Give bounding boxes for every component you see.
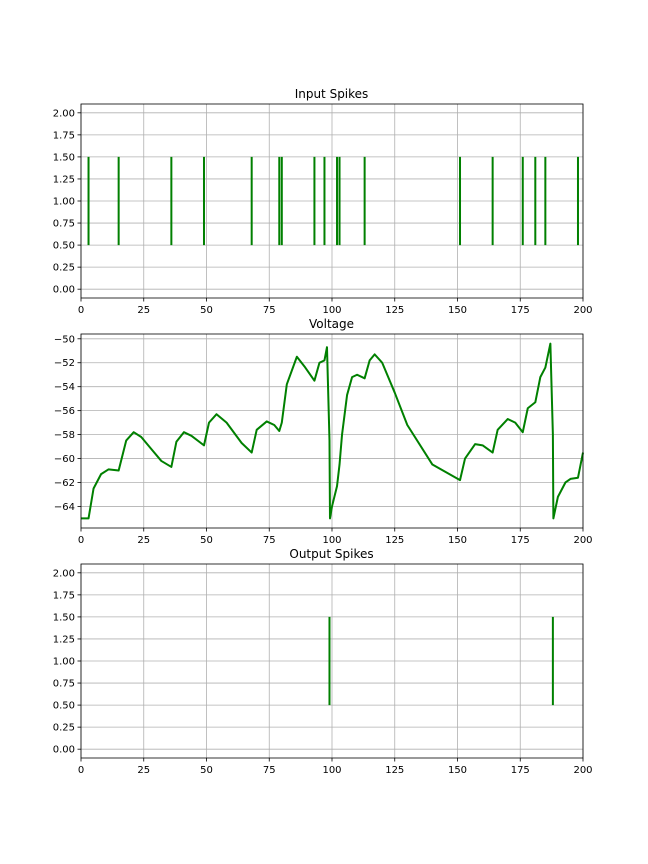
voltage-title: Voltage bbox=[309, 317, 354, 331]
input-spikes-x-tick-label: 100 bbox=[322, 305, 341, 316]
input-spikes-y-tick-label: 1.25 bbox=[53, 174, 75, 185]
voltage-x-tick-label: 0 bbox=[78, 535, 84, 546]
output-spikes-x-tick-label: 0 bbox=[78, 765, 84, 776]
voltage-x-tick-label: 25 bbox=[137, 535, 150, 546]
input-spikes-x-tick-label: 50 bbox=[200, 305, 213, 316]
voltage-y-tick-label: −62 bbox=[54, 478, 75, 489]
input-spikes-y-tick-label: 2.00 bbox=[53, 108, 75, 119]
input-spikes-x-tick-label: 25 bbox=[137, 305, 150, 316]
voltage-x-tick-label: 125 bbox=[385, 535, 404, 546]
voltage-y-tick-label: −54 bbox=[54, 382, 75, 393]
voltage-x-tick-label: 50 bbox=[200, 535, 213, 546]
voltage-y-tick-label: −52 bbox=[54, 358, 75, 369]
input-spikes-y-tick-label: 0.00 bbox=[53, 285, 75, 296]
output-spikes-y-tick-label: 0.00 bbox=[53, 745, 75, 756]
voltage-y-tick-label: −50 bbox=[54, 334, 75, 345]
input-spikes-y-tick-label: 0.25 bbox=[53, 263, 75, 274]
input-spikes-title: Input Spikes bbox=[295, 87, 369, 101]
voltage-x-tick-label: 175 bbox=[511, 535, 530, 546]
input-spikes-x-tick-label: 150 bbox=[448, 305, 467, 316]
voltage-x-tick-label: 100 bbox=[322, 535, 341, 546]
voltage-panel: Voltage 0 25 50 75 100 125 150 175 200 −64 −62 −60 −… bbox=[54, 317, 593, 546]
voltage-y-tick-label: −58 bbox=[54, 430, 75, 441]
input-spikes-y-tick-label: 0.75 bbox=[53, 219, 75, 230]
voltage-x-tick-label: 75 bbox=[263, 535, 276, 546]
voltage-y-tick-label: −60 bbox=[54, 454, 75, 465]
output-spikes-y-tick-label: 1.75 bbox=[53, 590, 75, 601]
output-spikes-y-tick-label: 1.25 bbox=[53, 634, 75, 645]
output-spikes-y-tick-label: 2.00 bbox=[53, 568, 75, 579]
input-spikes-x-tick-label: 75 bbox=[263, 305, 276, 316]
output-spikes-y-tick-label: 0.25 bbox=[53, 723, 75, 734]
input-spikes-x-tick-label: 200 bbox=[573, 305, 592, 316]
output-spikes-x-tick-label: 175 bbox=[511, 765, 530, 776]
input-spikes-panel: Input Spikes 0 25 50 75 100 125 150 175 200 0.00 0… bbox=[53, 87, 593, 316]
input-spikes-x-tick-label: 175 bbox=[511, 305, 530, 316]
output-spikes-y-tick-label: 1.00 bbox=[53, 657, 75, 668]
output-spikes-y-tick-label: 1.50 bbox=[53, 612, 75, 623]
output-spikes-x-tick-label: 25 bbox=[137, 765, 150, 776]
output-spikes-x-tick-label: 75 bbox=[263, 765, 276, 776]
output-spikes-x-tick-label: 100 bbox=[322, 765, 341, 776]
output-spikes-panel: Output Spikes 0 25 50 75 100 125 150 175 200 0.00… bbox=[53, 547, 593, 776]
input-spikes-y-tick-label: 1.50 bbox=[53, 152, 75, 163]
output-spikes-y-tick-label: 0.50 bbox=[53, 701, 75, 712]
output-spikes-x-tick-label: 50 bbox=[200, 765, 213, 776]
voltage-y-tick-label: −64 bbox=[54, 502, 75, 513]
voltage-y-tick-label: −56 bbox=[54, 406, 75, 417]
output-spikes-title: Output Spikes bbox=[289, 547, 373, 561]
voltage-series-line bbox=[81, 342, 584, 520]
input-spikes-x-tick-label: 125 bbox=[385, 305, 404, 316]
voltage-x-tick-label: 200 bbox=[573, 535, 592, 546]
output-spikes-x-tick-label: 125 bbox=[385, 765, 404, 776]
input-spikes-y-tick-label: 1.00 bbox=[53, 197, 75, 208]
input-spikes-x-tick-label: 0 bbox=[78, 305, 84, 316]
voltage-x-tick-label: 150 bbox=[448, 535, 467, 546]
output-spikes-x-tick-label: 150 bbox=[448, 765, 467, 776]
output-spikes-y-tick-label: 0.75 bbox=[53, 679, 75, 690]
input-spikes-y-tick-label: 1.75 bbox=[53, 130, 75, 141]
output-spikes-x-tick-label: 200 bbox=[573, 765, 592, 776]
input-spikes-y-tick-label: 0.50 bbox=[53, 241, 75, 252]
